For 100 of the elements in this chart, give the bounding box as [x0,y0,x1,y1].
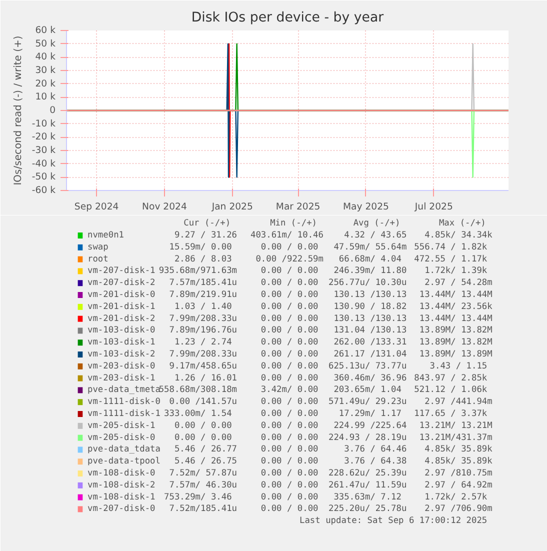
text: 47.59m/ 55.64m [334,242,407,252]
y-tick-label: 0 [50,105,56,116]
text: 15.59m/ 0.00 [169,242,232,252]
legend-label: pve-data_tdata [88,444,160,455]
legend-label: swap [88,242,108,252]
legend-label: vm-201-disk-0 [88,290,156,300]
text: 256.77u/ 10.30u [328,278,407,288]
legend-label: vm-207-disk-1 [88,266,156,276]
y-axis-title: IOs/second read (-) / write (+) [12,36,24,186]
text: 13.21M/ 13.21M [419,420,492,431]
x-tick-label: May 2025 [342,202,390,212]
text: 3.43 / 1.15 [430,361,488,372]
text: 360.46m/ 36.96 [334,373,407,384]
text: 0.00 / 0.00 [174,432,232,443]
y-tick-label: 60 k [35,25,56,36]
text: 0.00 / 0.00 [260,420,318,431]
legend-label: vm-1111-disk-0 [88,397,160,408]
legend-label: nvme0n1 [88,230,124,240]
text: 472.55 / 1.17k [414,254,488,264]
text: 13.44M/ 23.56k [419,302,494,312]
text: 1.26 / 16.01 [174,373,238,384]
text: 0.00 / 0.00 [260,314,318,324]
text: Cur (-/+) [184,218,231,228]
y-tick-label: 30 k [35,65,56,76]
text: 13.44M/ 13.44M [419,314,492,324]
text: 2.97 / 64.92m [424,480,492,490]
text: 228.62u/ 25.39u [328,468,407,478]
y-tick-label: 50 k [35,38,56,50]
text: 0.00 / 0.00 [260,409,318,419]
text: 7.52m/ 57.87u [169,468,237,478]
text: 7.99m/208.33u [169,314,237,324]
text: 7.57m/ 46.30u [169,480,237,490]
text: 17.29m/ 1.17 [338,409,402,419]
text: 13.44M/ 13.44M [419,290,492,300]
legend-label: vm-201-disk-2 [88,314,156,324]
text: 13.89M/ 13.82M [419,326,492,336]
text: 203.65m/ 1.04 [334,385,402,396]
text: 0.00 / 0.00 [260,373,318,384]
text: 1.72k/ 1.39k [424,266,488,276]
text: 558.68m/308.18m [158,385,238,396]
y-tick-label: -20 k [32,132,56,143]
legend-label: vm-103-disk-2 [88,350,156,360]
text: 66.68m/ 4.04 [338,254,402,264]
legend-label: pve-data-tpool [88,456,160,467]
text: 224.93 / 28.19u [328,432,407,443]
text: 333.00m/ 1.54 [164,409,232,419]
text: 0.00 / 0.00 [260,302,318,312]
legend-label: vm-203-disk-0 [88,361,156,372]
x-tick-label: Nov 2024 [142,202,187,212]
text: 4.85k/ 35.89k [424,456,494,467]
text: 13.89M/ 13.89M [419,350,492,360]
text: 9.27 / 31.26 [174,230,238,240]
text: Avg (-/+) [353,218,400,228]
text: 130.13 /130.13 [334,290,407,300]
text: 0.00 /922.59m [256,254,324,264]
text: 2.86 / 8.03 [174,254,232,264]
text: 5.46 / 26.77 [174,444,238,455]
text: 0.00 / 0.00 [260,350,318,360]
legend-label: vm-103-disk-1 [88,338,156,348]
legend-label: vm-108-disk-0 [88,468,156,478]
legend-label: vm-1111-disk-1 [88,409,160,419]
y-tick-label: 10 k [35,92,56,103]
text: 7.52m/185.41u [169,504,237,514]
legend-label: vm-207-disk-2 [88,278,156,288]
text: 131.04 /130.13 [334,326,407,336]
legend-label: vm-201-disk-1 [88,302,156,312]
text: Last update: Sat Sep 6 17:00:12 2025 [300,516,488,526]
text: 7.57m/185.41u [169,278,237,288]
text: 335.63m/ 7.12 [334,492,402,502]
text: 0.00 / 0.00 [260,468,318,478]
text: 9.17m/458.65u [169,361,237,372]
text: 2.97 / 54.28m [424,278,492,288]
legend-label: vm-103-disk-0 [88,326,156,336]
text: 261.47u/ 11.59u [328,480,407,490]
text: 0.00 /141.57u [169,397,237,408]
text: 0.00 / 0.00 [174,420,232,431]
text: 7.99m/208.33u [169,350,237,360]
text: 0.00 / 0.00 [260,242,318,252]
text: 4.32 / 43.65 [344,230,407,240]
legend-label: vm-203-disk-1 [88,373,156,384]
text: 7.89m/219.91u [169,290,237,300]
text: 1.23 / 2.74 [174,338,232,348]
text: Max (-/+) [438,218,486,228]
text: 0.00 / 0.00 [260,432,318,443]
text: 246.39m/ 11.80 [334,266,407,276]
text: 0.00 / 0.00 [260,361,318,372]
text: 1.03 / 1.40 [174,302,232,312]
legend-label: root [88,254,108,264]
text: 0.00 / 0.00 [260,456,318,467]
text: 13.89M/ 13.82M [419,338,492,348]
legend-label: pve-data_tmeta [88,385,160,396]
text: 130.13 /130.13 [334,314,407,324]
text: 0.00 / 0.00 [260,492,318,502]
legend-label: vm-205-disk-0 [88,432,156,443]
text: 0.00 / 0.00 [260,338,318,348]
text: 13.21M/431.37m [419,432,492,443]
text: 0.00 / 0.00 [260,504,318,514]
text: 130.90 / 18.82 [334,302,407,312]
text: 0.00 / 0.00 [260,326,318,336]
text: 0.00 / 0.00 [260,290,318,300]
